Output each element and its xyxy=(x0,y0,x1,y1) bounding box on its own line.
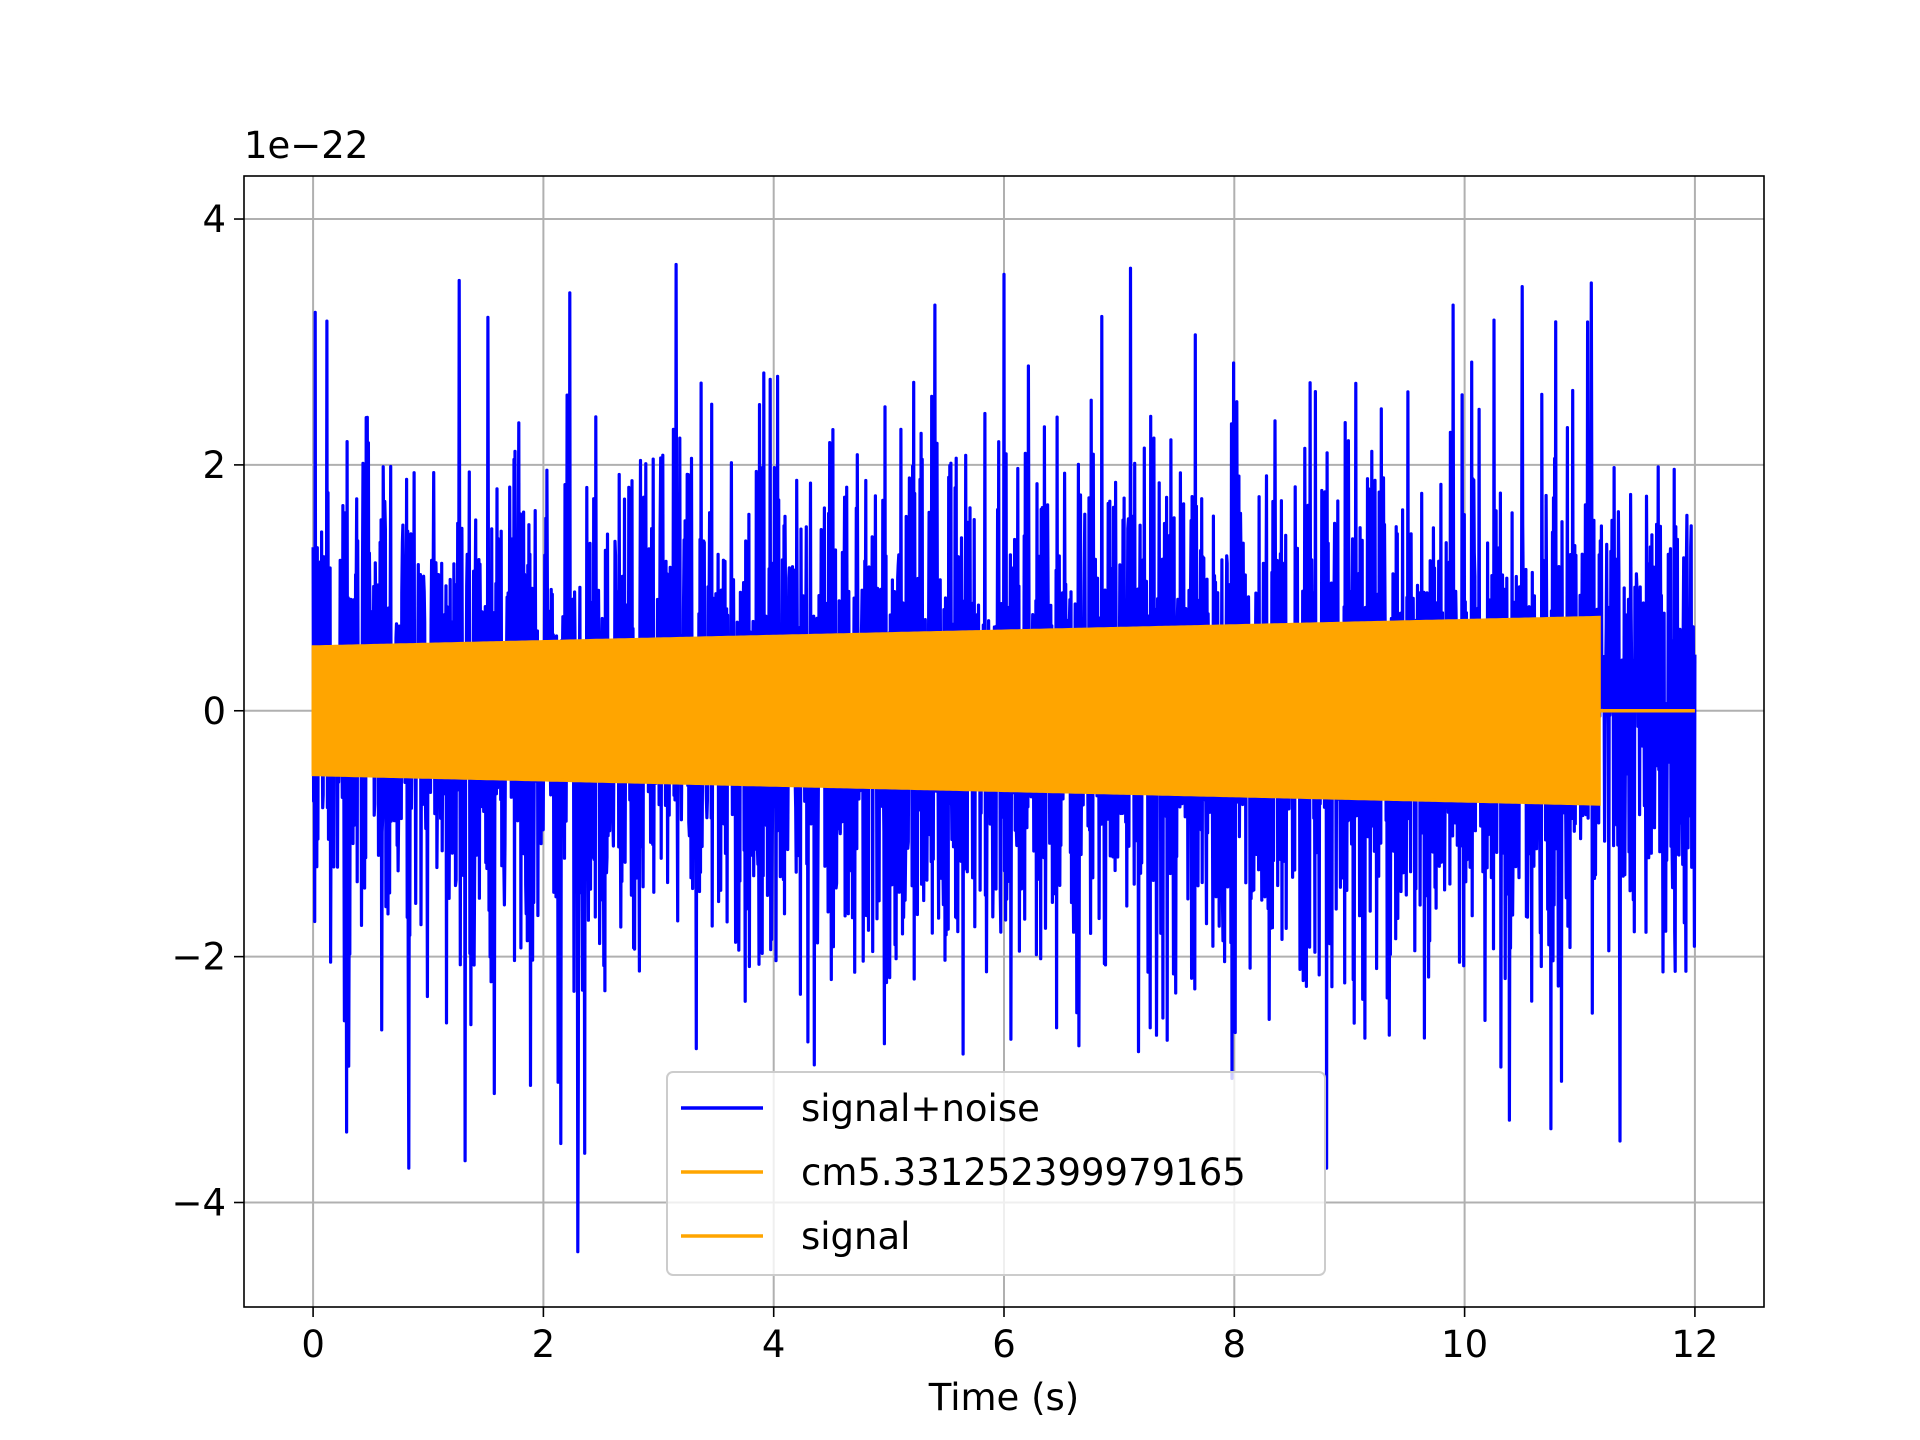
y-offset-label: 1e−22 xyxy=(244,124,368,167)
series-signal xyxy=(311,615,1695,806)
y-tick-label: 0 xyxy=(202,690,226,733)
legend-label: signal xyxy=(801,1215,910,1258)
y-tick-label: −4 xyxy=(171,1182,226,1225)
x-tick-label: 6 xyxy=(992,1323,1016,1366)
x-tick-label: 0 xyxy=(301,1323,325,1366)
y-axis: −4 −2 0 2 4 xyxy=(171,198,244,1225)
x-tick-label: 12 xyxy=(1671,1323,1718,1366)
x-tick-label: 4 xyxy=(762,1323,786,1366)
x-axis-label: Time (s) xyxy=(928,1376,1079,1419)
legend-label: signal+noise xyxy=(801,1087,1040,1130)
x-tick-label: 8 xyxy=(1223,1323,1247,1366)
x-tick-label: 10 xyxy=(1441,1323,1488,1366)
y-tick-label: 4 xyxy=(202,198,226,241)
signal-band xyxy=(311,615,1601,806)
x-tick-label: 2 xyxy=(532,1323,556,1366)
y-tick-label: 2 xyxy=(202,444,226,487)
legend: signal+noise cm5.331252399979165 signal xyxy=(666,1071,1326,1276)
y-tick-label: −2 xyxy=(171,936,226,979)
legend-box xyxy=(666,1071,1326,1276)
legend-label: cm5.331252399979165 xyxy=(801,1151,1246,1194)
x-axis: 0 2 4 6 8 10 12 xyxy=(301,1307,1718,1366)
